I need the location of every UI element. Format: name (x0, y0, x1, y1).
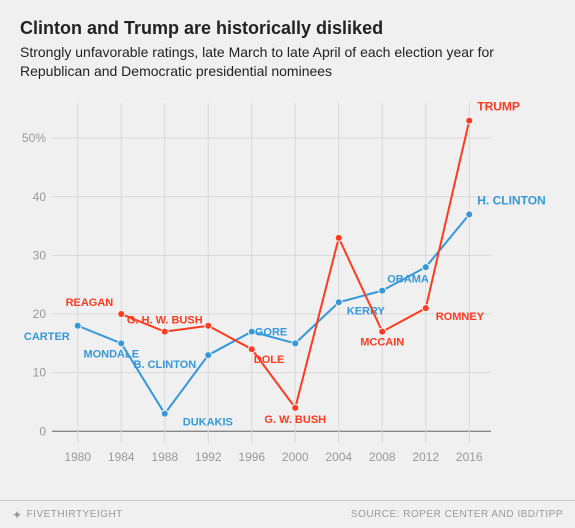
svg-text:CARTER: CARTER (24, 331, 70, 343)
svg-text:TRUMP: TRUMP (477, 99, 520, 113)
svg-text:1992: 1992 (195, 450, 222, 464)
svg-text:KERRY: KERRY (347, 305, 386, 317)
svg-text:1980: 1980 (64, 450, 91, 464)
svg-text:2016: 2016 (456, 450, 483, 464)
svg-text:B. CLINTON: B. CLINTON (134, 359, 197, 371)
svg-text:2004: 2004 (325, 450, 352, 464)
footer: ✦ FIVETHIRTYEIGHT SOURCE: ROPER CENTER A… (0, 500, 575, 528)
svg-text:40: 40 (33, 190, 47, 204)
svg-text:ROMNEY: ROMNEY (436, 311, 485, 323)
chart-container: Clinton and Trump are historically disli… (0, 0, 575, 528)
brand-text: FIVETHIRTYEIGHT (27, 509, 123, 520)
svg-text:2000: 2000 (282, 450, 309, 464)
svg-text:1996: 1996 (238, 450, 265, 464)
chart-svg: 0 10 20 30 40 50% 1980 1984 1988 1992 1996 2000 2004… (20, 89, 555, 469)
svg-text:1984: 1984 (108, 450, 135, 464)
svg-text:REAGAN: REAGAN (66, 297, 114, 309)
svg-text:30: 30 (33, 248, 47, 262)
fox-icon: ✦ (12, 508, 23, 522)
chart-title: Clinton and Trump are historically disli… (20, 18, 555, 39)
svg-text:H. CLINTON: H. CLINTON (477, 193, 545, 207)
svg-text:10: 10 (33, 365, 47, 379)
svg-text:MONDALE: MONDALE (83, 348, 139, 360)
svg-text:DUKAKIS: DUKAKIS (183, 416, 233, 428)
footer-brand: ✦ FIVETHIRTYEIGHT (12, 508, 123, 522)
svg-text:G. W. BUSH: G. W. BUSH (264, 414, 326, 426)
svg-text:DOLE: DOLE (254, 354, 285, 366)
svg-text:1988: 1988 (151, 450, 178, 464)
svg-text:50%: 50% (22, 131, 46, 145)
svg-text:GORE: GORE (255, 326, 287, 338)
svg-text:MCCAIN: MCCAIN (360, 336, 404, 348)
svg-text:OBAMA: OBAMA (387, 273, 429, 285)
svg-text:2012: 2012 (412, 450, 439, 464)
footer-source: SOURCE: ROPER CENTER AND IBD/TIPP (351, 509, 563, 520)
svg-text:2008: 2008 (369, 450, 396, 464)
svg-text:20: 20 (33, 307, 47, 321)
svg-text:0: 0 (39, 424, 46, 438)
chart-subtitle: Strongly unfavorable ratings, late March… (20, 43, 555, 81)
plot-area: 0 10 20 30 40 50% 1980 1984 1988 1992 1996 2000 2004… (20, 89, 555, 469)
svg-text:G. H. W. BUSH: G. H. W. BUSH (127, 314, 203, 326)
